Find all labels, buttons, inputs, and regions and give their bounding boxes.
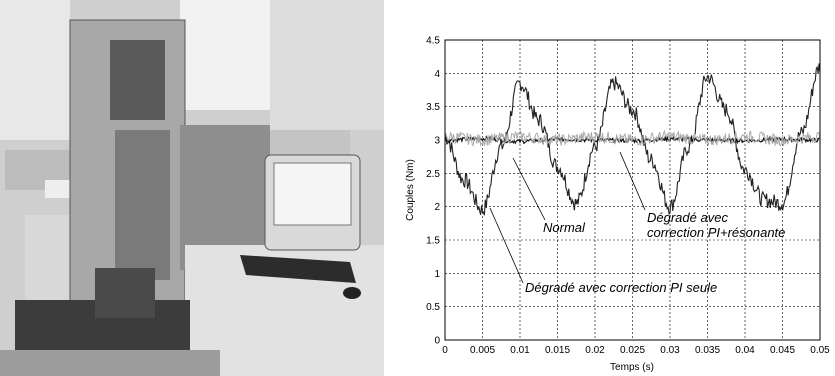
- x-ticks: 0 0.005 0.01 0.015 0.02 0.025 0.03 0.035 0.04 0.0…: [442, 345, 830, 356]
- annotation-leader: [619, 151, 646, 211]
- x-tick-label: 0.03: [660, 345, 680, 356]
- plot-frame: [444, 39, 821, 341]
- series-line-1: [444, 63, 821, 216]
- x-axis-label: Temps (s): [610, 362, 654, 373]
- annotation-leader: [512, 157, 546, 221]
- annotation-label: Dégradé avec correction PI seule: [525, 280, 717, 295]
- annotation-leader: [489, 207, 524, 284]
- y-tick-label: 2.5: [426, 169, 440, 180]
- x-tick-label: 0.025: [620, 345, 645, 356]
- annotation-label: Normal: [543, 220, 586, 235]
- annotations: Normal Dégradé avec correction PI+résonant…: [489, 151, 785, 295]
- monitor-screen: [273, 162, 352, 226]
- y-tick-label: 0.5: [426, 302, 440, 313]
- x-tick-label: 0.01: [510, 345, 530, 356]
- keyboard: [240, 255, 356, 283]
- x-tick-label: 0.035: [695, 345, 720, 356]
- y-tick-label: 1.5: [426, 236, 440, 247]
- window-left: [0, 0, 70, 140]
- motor: [95, 268, 155, 318]
- y-tick-label: 3.5: [426, 102, 440, 113]
- rack-modules: [115, 130, 170, 280]
- x-tick-label: 0.015: [545, 345, 570, 356]
- y-tick-label: 1: [434, 269, 440, 280]
- rack-electronics: [110, 40, 165, 120]
- y-axis-label: Couples (Nm): [405, 159, 416, 221]
- x-tick-label: 0.04: [735, 345, 755, 356]
- torque-chart: 0 0.005 0.01 0.015 0.02 0.025 0.03 0.035 0.04 0.0…: [405, 36, 830, 374]
- x-tick-label: 0: [442, 345, 448, 356]
- wall-right: [270, 0, 384, 130]
- window-center: [180, 0, 270, 110]
- mouse: [343, 287, 361, 299]
- y-tick-label: 4.5: [426, 36, 440, 47]
- x-tick-label: 0.02: [585, 345, 605, 356]
- y-tick-label: 2: [434, 202, 440, 213]
- x-tick-label: 0.05: [810, 345, 830, 356]
- grid: [445, 40, 820, 340]
- x-tick-label: 0.045: [770, 345, 795, 356]
- y-tick-label: 3: [434, 136, 440, 147]
- x-tick-label: 0.005: [470, 345, 495, 356]
- y-ticks: 0 0.5 1 1.5 2 2.5 3 3.5 4 4.5: [426, 36, 440, 347]
- y-tick-label: 0: [434, 336, 440, 347]
- series-group: [444, 63, 821, 216]
- y-tick-label: 4: [434, 69, 440, 80]
- floor: [0, 350, 220, 376]
- annotation-label: Dégradé avec correction PI+résonante: [647, 210, 785, 240]
- test-bench-photo: [0, 0, 384, 376]
- series-line-3: [444, 129, 821, 147]
